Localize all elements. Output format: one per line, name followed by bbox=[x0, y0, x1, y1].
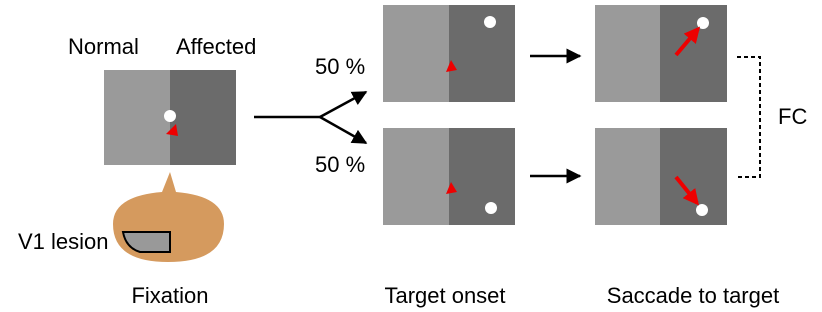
target-top-panel bbox=[383, 5, 515, 102]
target-caption: Target onset bbox=[384, 283, 505, 308]
bottom-probability: 50 % bbox=[315, 152, 365, 177]
fixation-panel bbox=[104, 70, 236, 165]
saccade-top-panel bbox=[595, 5, 727, 102]
top-probability: 50 % bbox=[315, 54, 365, 79]
diagram: Normal Affected V1 lesion 50 % 50 % bbox=[0, 0, 822, 312]
normal-label: Normal bbox=[68, 34, 139, 59]
fixation-caption: Fixation bbox=[131, 283, 208, 308]
fc-bracket bbox=[737, 57, 760, 177]
step-arrows bbox=[530, 56, 580, 176]
branch-arrows bbox=[254, 92, 366, 143]
affected-label: Affected bbox=[176, 34, 256, 59]
head bbox=[113, 172, 224, 262]
target-bottom-panel bbox=[383, 128, 515, 225]
lesion-label: V1 lesion bbox=[18, 229, 109, 254]
saccade-caption: Saccade to target bbox=[607, 283, 779, 308]
fc-label: FC bbox=[778, 104, 807, 129]
saccade-bottom-panel bbox=[595, 128, 727, 225]
